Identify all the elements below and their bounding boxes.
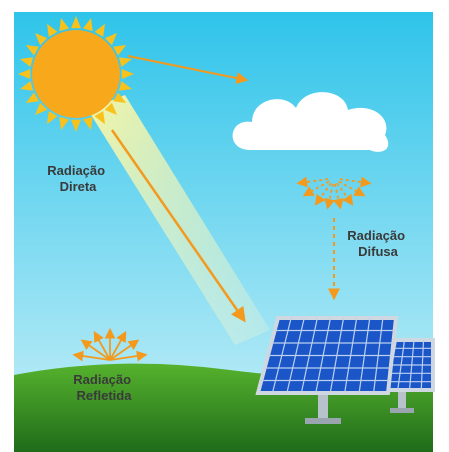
sun-ray [47, 111, 58, 125]
reflected-ray [109, 330, 127, 361]
stand [398, 385, 406, 410]
reflected-ray [109, 350, 148, 362]
diffuse-ray [324, 183, 335, 210]
diffuse-ray [333, 183, 344, 210]
label-reflected: Radiação Refletida [73, 372, 134, 403]
reflected-ray [93, 330, 111, 361]
sun-ray [121, 69, 134, 79]
reflected-ray [80, 339, 111, 361]
sun-ray [20, 57, 34, 67]
reflected-rays [72, 327, 148, 362]
sun-ray [113, 45, 127, 56]
cloud [232, 92, 389, 152]
diffuse-ray [296, 176, 329, 188]
label-direct: Radiação Direta [47, 163, 108, 194]
sun-ray [35, 102, 48, 115]
sun-disc [32, 30, 120, 118]
sun-ray [71, 119, 81, 132]
sun-ray [59, 18, 69, 32]
label-line: Radiação [47, 163, 105, 178]
label-line: Refletida [77, 388, 133, 403]
sun-ray [118, 81, 132, 91]
diffuse-ray [338, 180, 366, 197]
diffuse-ray [302, 180, 330, 197]
label-line: Difusa [358, 244, 399, 259]
stand [318, 390, 328, 420]
diffuse-rays [296, 176, 372, 210]
sun-ray [59, 116, 69, 130]
diffuse-ray [314, 182, 332, 206]
sun-ray [35, 33, 48, 46]
solar-panels [255, 316, 435, 424]
label-line: Direta [60, 179, 98, 194]
sun-ray [104, 33, 117, 46]
sun-ray [71, 16, 81, 29]
label-line: Radiação [347, 228, 405, 243]
reflected-ray [72, 350, 111, 362]
sun-ray [94, 23, 105, 37]
sun-ray [25, 45, 39, 56]
sun-ray [20, 81, 34, 91]
sun-ray [47, 23, 58, 37]
reflected-ray [109, 339, 140, 361]
sun-ray [25, 92, 39, 103]
sun-ray [104, 102, 117, 115]
stand-base [390, 408, 414, 413]
light-beam [88, 95, 270, 345]
sun [18, 16, 134, 132]
stand-base [305, 418, 341, 424]
sun-ray [113, 92, 127, 103]
sun-ray [83, 116, 93, 130]
sun-ray [83, 18, 93, 32]
label-diffuse: Radiação Difusa [347, 228, 408, 259]
direct-arrow [110, 129, 246, 323]
diffuse-ray [336, 182, 354, 206]
sun-ray [94, 111, 105, 125]
sun-ray [18, 69, 31, 79]
label-line: Radiação [73, 372, 131, 387]
diffuse-ray [339, 176, 372, 188]
sun-ray [118, 57, 132, 67]
arrow-to-cloud [127, 55, 249, 84]
